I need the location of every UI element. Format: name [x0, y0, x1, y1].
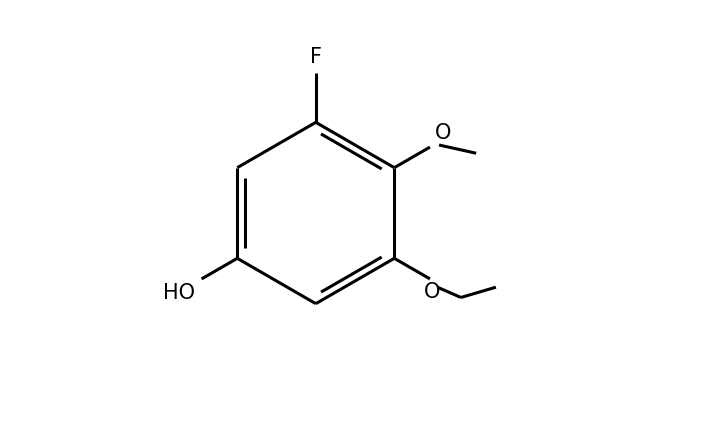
Text: O: O: [424, 282, 441, 302]
Text: O: O: [435, 123, 451, 143]
Text: F: F: [310, 47, 322, 67]
Text: HO: HO: [164, 283, 196, 303]
